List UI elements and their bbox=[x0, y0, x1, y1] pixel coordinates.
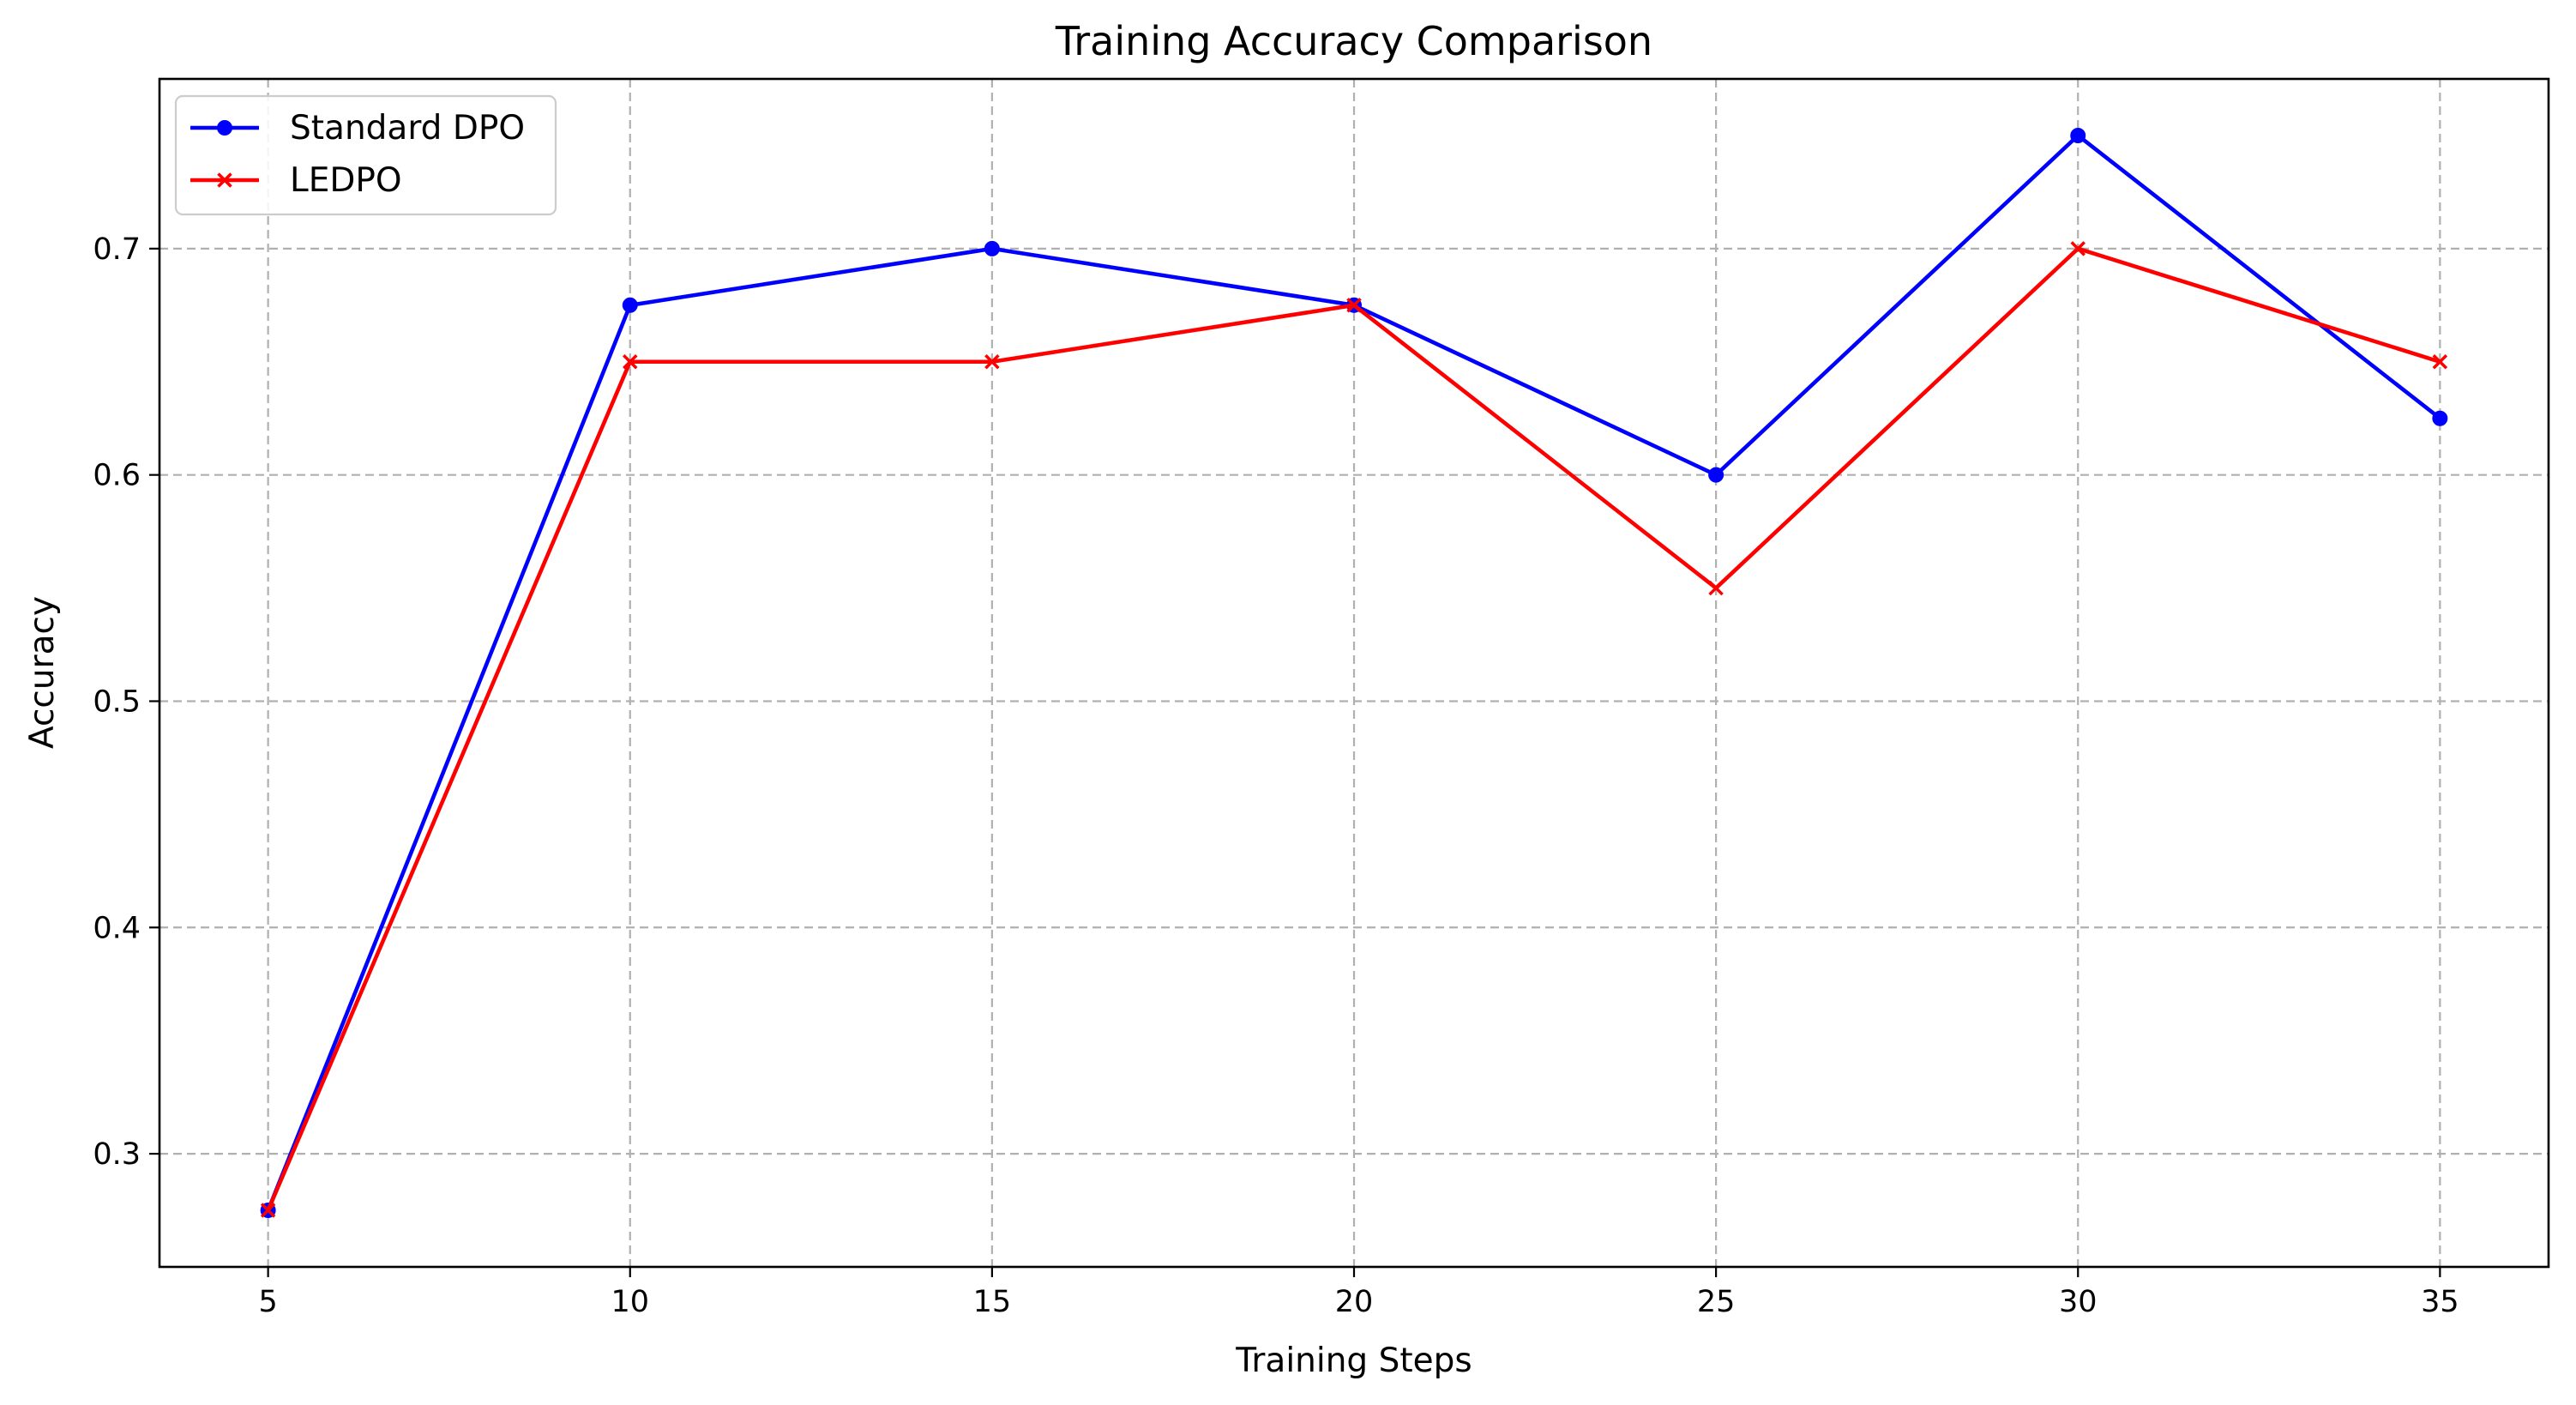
x-tick-label: 35 bbox=[2421, 1285, 2459, 1319]
axis-ticks: 5 10 15 20 25 30 35 0.3 0.4 0.5 0.6 0.7 bbox=[93, 232, 2459, 1319]
y-tick-label: 0.7 bbox=[93, 232, 141, 267]
legend-marker-standard-dpo bbox=[217, 120, 232, 136]
x-tick-label: 5 bbox=[258, 1285, 277, 1319]
x-tick-label: 20 bbox=[1335, 1285, 1374, 1319]
data-point-standard-dpo bbox=[984, 240, 1000, 256]
data-point-ledpo-stroke bbox=[2432, 354, 2448, 370]
x-axis-label: Training Steps bbox=[1235, 1342, 1472, 1380]
grid bbox=[159, 79, 2549, 1267]
data-point-ledpo bbox=[623, 354, 638, 370]
chart-title: Training Accuracy Comparison bbox=[1055, 18, 1652, 64]
x-tick-label: 30 bbox=[2059, 1285, 2098, 1319]
series-ledpo bbox=[260, 241, 2448, 1218]
data-point-standard-dpo bbox=[622, 297, 638, 313]
data-point-ledpo-stroke bbox=[1346, 298, 1362, 313]
x-tick-label: 10 bbox=[611, 1285, 649, 1319]
data-point-standard-dpo bbox=[1708, 467, 1724, 483]
legend-entry-standard-dpo: Standard DPO bbox=[190, 109, 525, 148]
y-tick-label: 0.6 bbox=[93, 459, 141, 493]
data-point-ledpo-stroke bbox=[623, 354, 638, 370]
y-tick-label: 0.3 bbox=[93, 1137, 141, 1172]
data-point-ledpo bbox=[1708, 580, 1724, 596]
x-tick-label: 15 bbox=[973, 1285, 1012, 1319]
y-tick-label: 0.5 bbox=[93, 684, 141, 719]
series-layer bbox=[260, 127, 2448, 1219]
legend-label-standard-dpo: Standard DPO bbox=[290, 109, 525, 148]
x-tick-label: 25 bbox=[1697, 1285, 1736, 1319]
y-axis-label: Accuracy bbox=[23, 596, 62, 749]
y-tick-label: 0.4 bbox=[93, 911, 141, 945]
legend-marker-ledpo-stroke bbox=[217, 172, 232, 188]
data-point-ledpo bbox=[260, 1203, 276, 1218]
legend-marker-ledpo bbox=[217, 172, 232, 188]
data-point-ledpo-stroke bbox=[1708, 580, 1724, 596]
data-point-ledpo bbox=[2070, 241, 2085, 256]
legend-frame bbox=[174, 94, 557, 216]
data-point-ledpo bbox=[1346, 298, 1362, 313]
data-point-ledpo-stroke bbox=[984, 354, 1000, 370]
data-point-ledpo bbox=[2432, 354, 2448, 370]
legend-label-ledpo: LEDPO bbox=[290, 161, 402, 200]
data-point-ledpo bbox=[984, 354, 1000, 370]
data-point-ledpo-stroke bbox=[2070, 241, 2085, 256]
legend: Standard DPO LEDPO bbox=[174, 94, 557, 216]
data-point-ledpo-stroke bbox=[260, 1203, 276, 1218]
data-point-standard-dpo bbox=[2432, 410, 2448, 426]
legend-entry-ledpo: LEDPO bbox=[190, 161, 402, 200]
data-point-standard-dpo bbox=[2070, 127, 2086, 143]
